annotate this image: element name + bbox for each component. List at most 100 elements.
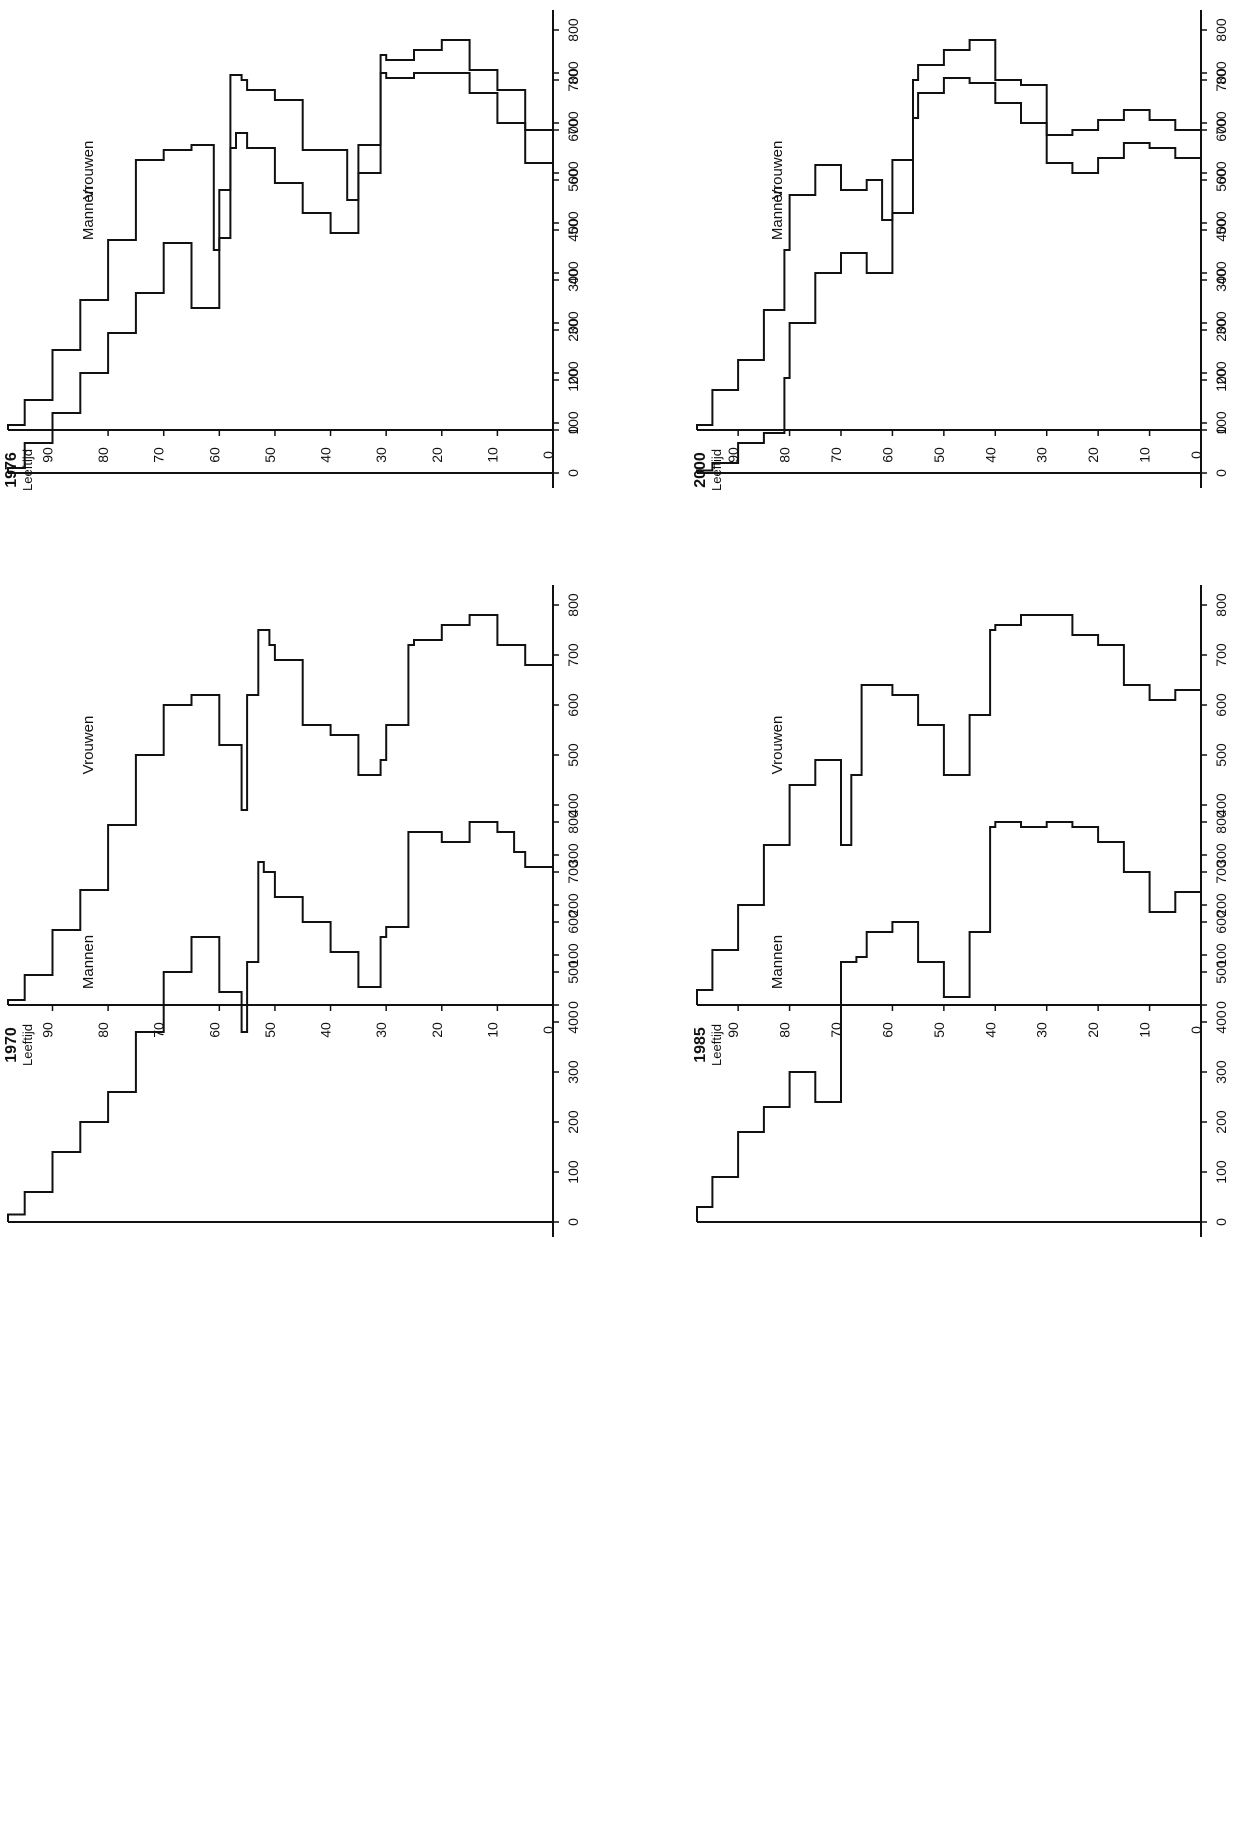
value-tick-label: 200 [1213,1110,1229,1134]
value-tick-label: 0 [565,469,581,477]
value-tick-label: 500 [1213,168,1229,192]
value-tick-label: 600 [565,910,581,934]
age-tick-label: 20 [1085,1022,1101,1038]
value-tick-label: 300 [565,1060,581,1084]
series-line-vrouwen [7,614,553,1005]
value-tick-label: 300 [1213,268,1229,292]
value-tick-label: 200 [1213,893,1229,917]
pyramid-panel-1985: MannenVrouwen001001002002003003004004005… [692,585,1229,1237]
age-tick-label: 70 [828,1022,844,1038]
age-tick-label: 80 [777,447,793,463]
value-tick-label: 700 [565,111,581,135]
value-tick-label: 300 [1213,1060,1229,1084]
age-tick-label: 50 [931,1022,947,1038]
age-tick-label: 10 [484,447,500,463]
age-tick-label: 70 [828,447,844,463]
series-line-mannen [7,72,553,473]
age-tick-label: 80 [95,1022,111,1038]
age-tick-label: 40 [982,447,998,463]
value-tick-label: 400 [565,218,581,242]
value-tick-label: 300 [565,311,581,335]
panel-year: 1976 [3,452,20,488]
series-label-vrouwen: Vrouwen [80,716,97,775]
pyramid-panel-2000: MannenVrouwen001001002002003003004004005… [692,10,1229,491]
value-tick-label: 700 [1213,643,1229,667]
pyramid-panel-1976: MannenVrouwen001001002002003003004004005… [3,10,581,491]
value-tick-label: 700 [1213,860,1229,884]
age-tick-label: 0 [540,1026,556,1034]
value-tick-label: 100 [1213,368,1229,392]
age-tick-label: 60 [206,447,222,463]
age-axis-label: Leeftijd [20,449,35,491]
value-tick-label: 700 [565,68,581,92]
value-tick-label: 500 [1213,960,1229,984]
value-tick-label: 100 [565,368,581,392]
value-tick-label: 400 [565,793,581,817]
value-tick-label: 800 [1213,61,1229,85]
age-tick-label: 30 [373,447,389,463]
value-tick-label: 700 [565,860,581,884]
value-tick-label: 800 [1213,18,1229,42]
age-tick-label: 60 [879,1022,895,1038]
value-tick-label: 400 [1213,793,1229,817]
value-tick-label: 0 [565,426,581,434]
value-tick-label: 800 [1213,810,1229,834]
age-tick-label: 20 [1085,447,1101,463]
panel-year: 1970 [3,1027,20,1063]
series-label-vrouwen: Vrouwen [769,716,786,775]
value-tick-label: 800 [1213,593,1229,617]
value-tick-label: 400 [1213,1010,1229,1034]
value-tick-label: 400 [1213,261,1229,285]
age-tick-label: 60 [879,447,895,463]
value-tick-label: 100 [1213,943,1229,967]
age-tick-label: 10 [484,1022,500,1038]
value-tick-label: 400 [565,1010,581,1034]
age-tick-label: 50 [931,447,947,463]
value-tick-label: 100 [565,943,581,967]
value-tick-label: 700 [1213,68,1229,92]
series-line-vrouwen [696,614,1201,1005]
age-tick-label: 20 [429,1022,445,1038]
series-label-mannen: Mannen [769,935,786,989]
value-tick-label: 200 [565,361,581,385]
age-tick-label: 10 [1137,1022,1153,1038]
value-tick-label: 0 [565,1001,581,1009]
age-tick-label: 80 [777,1022,793,1038]
value-tick-label: 300 [1213,311,1229,335]
series-label-vrouwen: Vrouwen [769,141,786,200]
age-tick-label: 30 [373,1022,389,1038]
value-tick-label: 100 [565,411,581,435]
series-line-mannen [696,77,1201,473]
value-tick-label: 600 [565,693,581,717]
age-tick-label: 0 [540,451,556,459]
series-label-mannen: Mannen [769,186,786,240]
value-tick-label: 200 [1213,361,1229,385]
value-tick-label: 500 [565,168,581,192]
age-tick-label: 30 [1034,1022,1050,1038]
series-line-mannen [7,821,553,1222]
age-tick-label: 40 [318,447,334,463]
value-tick-label: 0 [1213,1218,1229,1226]
series-line-mannen [696,821,1201,1222]
age-tick-label: 70 [151,447,167,463]
value-tick-label: 800 [565,593,581,617]
age-tick-label: 0 [1188,451,1204,459]
value-tick-label: 600 [1213,161,1229,185]
value-tick-label: 700 [565,643,581,667]
value-tick-label: 600 [565,118,581,142]
value-tick-label: 100 [565,1160,581,1184]
value-tick-label: 0 [1213,469,1229,477]
value-tick-label: 200 [565,893,581,917]
value-tick-label: 200 [565,1110,581,1134]
value-tick-label: 400 [1213,218,1229,242]
pyramid-panel-1970: MannenVrouwen001001002002003003004004005… [3,585,581,1237]
age-tick-label: 40 [318,1022,334,1038]
value-tick-label: 600 [1213,910,1229,934]
age-tick-label: 20 [429,447,445,463]
series-label-mannen: Mannen [80,935,97,989]
value-tick-label: 0 [565,1218,581,1226]
age-axis-label: Leeftijd [20,1024,35,1066]
age-tick-label: 80 [95,447,111,463]
age-tick-label: 70 [151,1022,167,1038]
